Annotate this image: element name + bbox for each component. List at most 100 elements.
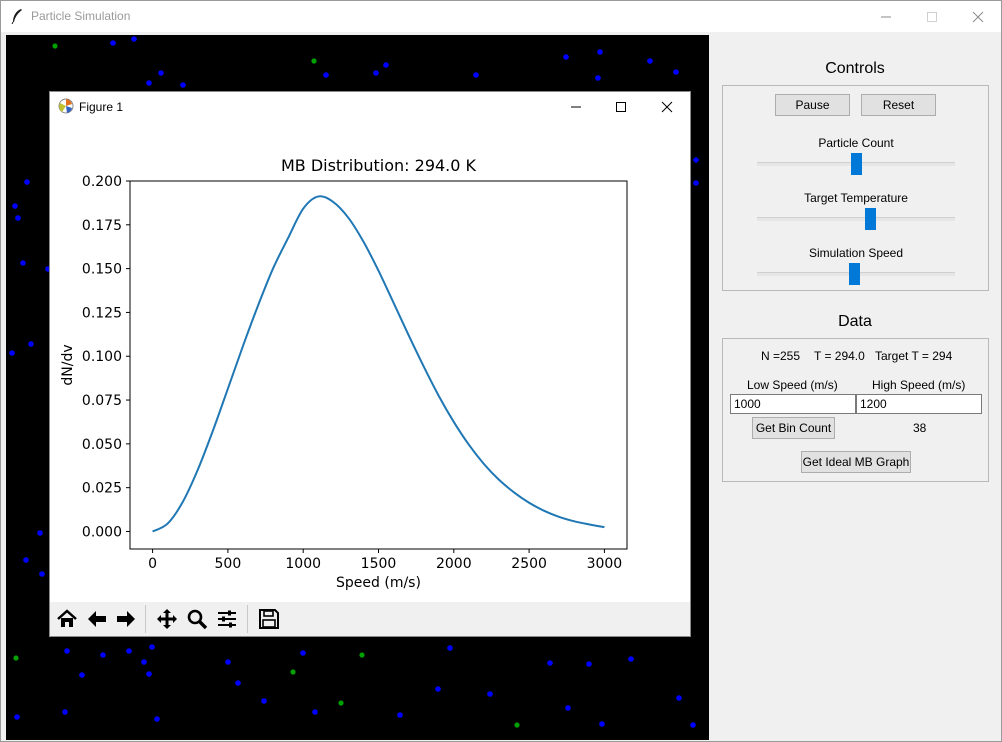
controls-frame	[722, 85, 989, 291]
particle-blue	[586, 661, 592, 667]
particle-blue	[37, 530, 43, 536]
forward-button[interactable]	[112, 605, 140, 633]
particle-blue	[261, 698, 267, 704]
x-tick-label: 2500	[511, 556, 547, 572]
x-tick-label: 3000	[587, 556, 623, 572]
particle-blue	[383, 62, 389, 68]
particle-blue	[100, 652, 106, 658]
particles-layer	[9, 36, 699, 728]
x-tick-label: 500	[215, 556, 242, 572]
particle-blue	[62, 709, 68, 715]
x-axis-label: Speed (m/s)	[336, 575, 421, 591]
particle-count-slider[interactable]	[850, 153, 862, 175]
mb-distribution-line	[152, 195, 605, 533]
high-speed-input[interactable]: 1200	[856, 394, 982, 414]
target-temperature-slider[interactable]	[865, 208, 877, 230]
particle-blue	[647, 58, 653, 64]
back-arrow-icon	[88, 611, 106, 627]
y-tick-label: 0.125	[82, 305, 122, 321]
y-tick-label: 0.100	[82, 349, 122, 365]
x-tick-label: 1500	[361, 556, 397, 572]
data-frame	[722, 338, 989, 482]
particle-green	[13, 655, 19, 661]
maximize-button[interactable]	[909, 1, 955, 32]
chart-title: MB Distribution: 294.0 K	[281, 156, 477, 175]
particle-count-readout: N =255	[761, 349, 801, 363]
particle-blue	[126, 648, 132, 654]
particle-blue	[146, 671, 152, 677]
particle-blue	[373, 70, 379, 76]
get-bin-count-button[interactable]: Get Bin Count	[752, 417, 835, 439]
figure-title: Figure 1	[79, 100, 124, 114]
y-tick-label: 0.175	[82, 218, 122, 234]
figure-window[interactable]: Figure 1 0 500 1000 1500 2000 2500 3000 0.000 0.…	[50, 92, 690, 636]
particle-green	[290, 669, 296, 675]
reset-button[interactable]: Reset	[861, 94, 936, 116]
particle-blue	[693, 180, 699, 186]
simulation-speed-label: Simulation Speed	[808, 246, 904, 260]
simulation-speed-slider[interactable]	[848, 263, 860, 285]
minimize-button[interactable]	[863, 1, 909, 32]
save-button[interactable]	[255, 605, 283, 633]
particle-blue	[595, 75, 601, 81]
title-bar: Particle Simulation	[1, 1, 1001, 32]
particle-blue	[180, 82, 186, 88]
get-ideal-mb-graph-button[interactable]: Get Ideal MB Graph	[801, 451, 911, 473]
particle-blue	[146, 80, 152, 86]
particle-blue	[676, 695, 682, 701]
particle-blue	[79, 672, 85, 678]
bin-count-value: 38	[913, 421, 927, 435]
particle-blue	[20, 260, 26, 266]
particle-blue	[28, 341, 34, 347]
particle-green	[359, 652, 365, 658]
particle-blue	[24, 179, 30, 185]
close-icon	[972, 11, 984, 22]
particle-blue	[45, 266, 51, 272]
x-tick-label: 1000	[285, 556, 321, 572]
zoom-button[interactable]	[183, 605, 211, 633]
pan-icon	[157, 609, 177, 629]
plot-area[interactable]: 0 500 1000 1500 2000 2500 3000 0.000 0.025 0.050 0…	[50, 122, 690, 602]
temperature-readout: T = 294.0	[814, 349, 865, 363]
high-speed-label: High Speed (m/s)	[872, 378, 966, 392]
pan-button[interactable]	[153, 605, 181, 633]
figure-maximize-button[interactable]	[598, 92, 644, 122]
figure-toolbar	[50, 602, 690, 636]
particle-blue	[158, 70, 164, 76]
pause-button[interactable]: Pause	[775, 94, 850, 116]
particle-green	[311, 58, 317, 64]
particle-blue	[312, 709, 318, 715]
particle-blue	[300, 650, 306, 656]
low-speed-input[interactable]: 1000	[730, 394, 856, 414]
target-temperature-track[interactable]	[757, 217, 955, 221]
figure-close-button[interactable]	[644, 92, 690, 122]
zoom-icon	[187, 609, 208, 630]
home-button[interactable]	[53, 605, 81, 633]
y-tick-label: 0.000	[82, 524, 122, 540]
y-axis-label: dN/dv	[60, 344, 76, 385]
particle-count-label: Particle Count	[818, 136, 894, 150]
back-button[interactable]	[83, 605, 111, 633]
close-button[interactable]	[955, 1, 1001, 32]
y-tick-label: 0.050	[82, 437, 122, 453]
particle-blue	[547, 660, 553, 666]
target-temperature-label: Target Temperature	[804, 191, 908, 205]
y-tick-label: 0.075	[82, 393, 122, 409]
figure-minimize-button[interactable]	[553, 92, 599, 122]
particle-blue	[565, 705, 571, 711]
y-tick-label: 0.025	[82, 481, 122, 497]
configure-subplots-button[interactable]	[213, 605, 241, 633]
particle-blue	[12, 203, 18, 209]
particle-blue	[473, 72, 479, 78]
low-speed-label: Low Speed (m/s)	[747, 378, 838, 392]
particle-blue	[487, 691, 493, 697]
forward-arrow-icon	[117, 611, 135, 627]
particle-blue	[9, 350, 15, 356]
particle-blue	[39, 571, 45, 577]
maximize-icon	[616, 102, 626, 112]
matplotlib-icon	[58, 98, 74, 114]
particle-blue	[110, 40, 116, 46]
particle-green	[338, 700, 344, 706]
particle-blue	[397, 712, 403, 718]
